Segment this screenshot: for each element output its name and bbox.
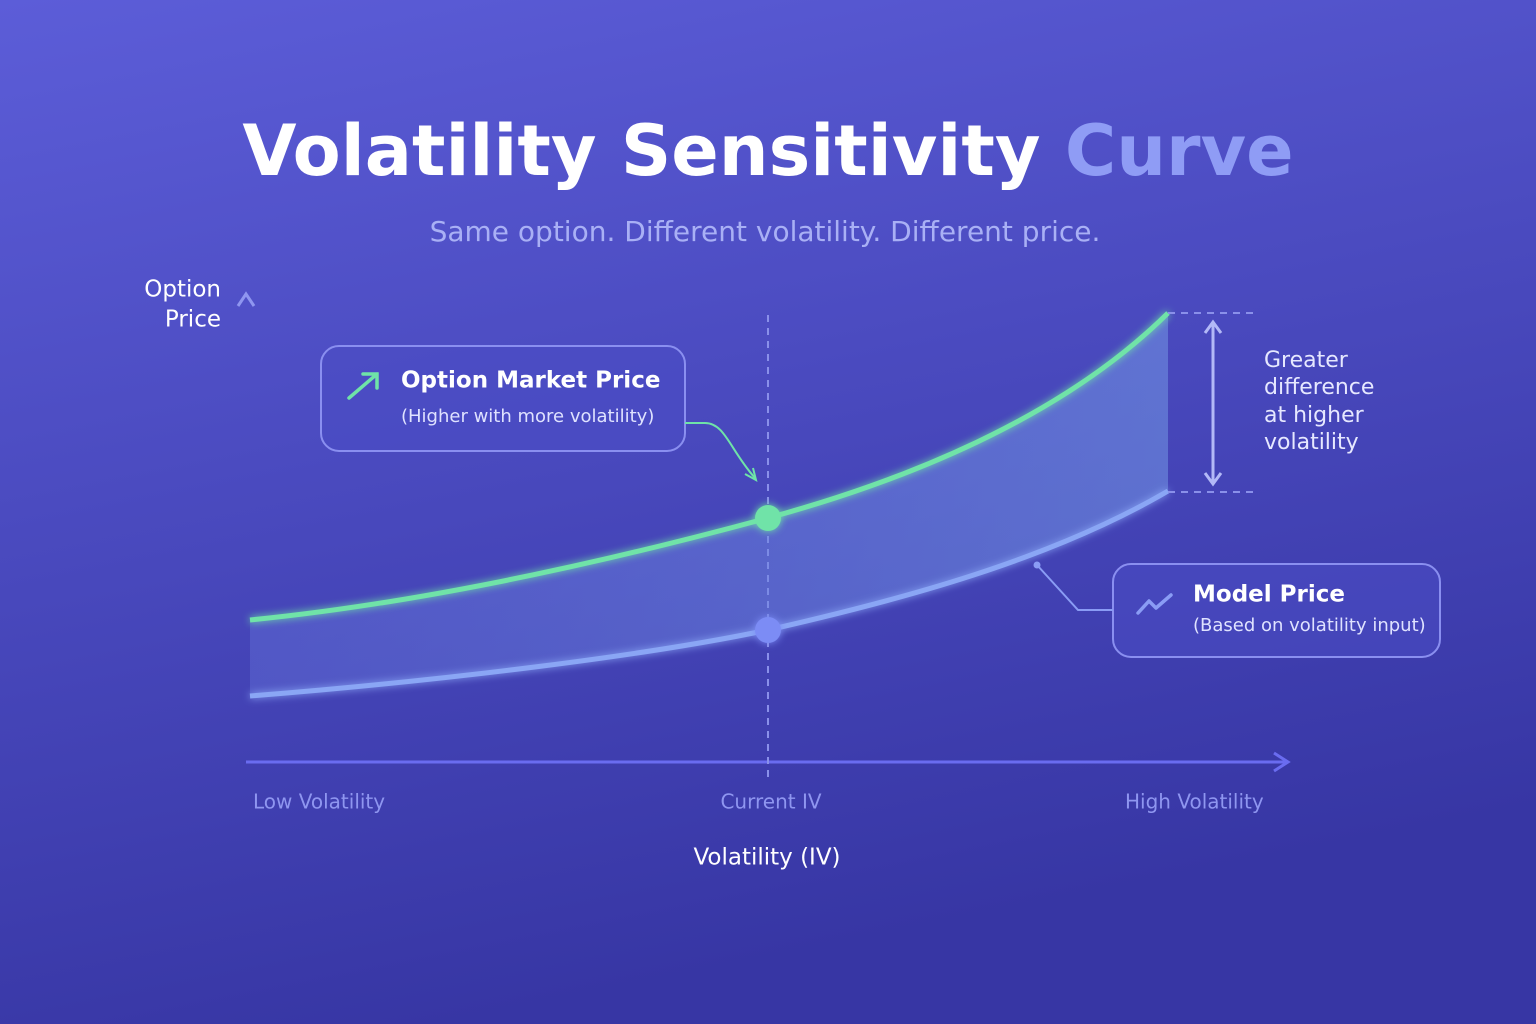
annotation-line: volatility <box>1264 430 1359 455</box>
x-label: High Volatility <box>1125 790 1264 814</box>
callout-box <box>1112 563 1441 658</box>
annotation-line: at higher <box>1264 403 1365 428</box>
model-point <box>755 617 781 643</box>
difference-arrowheads <box>1203 319 1223 487</box>
x-label: Current IV <box>720 790 821 814</box>
callout-connector-arrow <box>744 467 758 482</box>
subtitle: Same option. Different volatility. Diffe… <box>430 215 1101 248</box>
callout-subtitle: (Based on volatility input) <box>1193 615 1426 636</box>
y-axis-label: Option <box>144 277 221 303</box>
x-axis-label: Volatility (IV) <box>693 845 840 871</box>
annotation-line: Greater <box>1264 348 1349 373</box>
callout-icon <box>347 372 379 400</box>
callout-icon <box>1136 593 1173 615</box>
annotation-line: difference <box>1264 375 1374 400</box>
callout-box <box>320 345 686 452</box>
y-axis-arrow <box>236 291 256 307</box>
y-axis-label: Price <box>165 307 221 333</box>
callout-connector <box>685 422 756 479</box>
callout-title: Model Price <box>1193 582 1345 608</box>
x-label: Low Volatility <box>253 790 385 814</box>
x-axis-arrow <box>1273 751 1291 773</box>
callout-connector <box>1036 564 1113 611</box>
difference-band <box>250 313 1168 696</box>
title-main: Volatility Sensitivity <box>242 110 1040 192</box>
title: Volatility Sensitivity Curve <box>242 110 1293 192</box>
market-point <box>755 505 781 531</box>
annotation: Greater difference at higher volatility <box>1264 348 1374 455</box>
callout-connector-dot <box>1033 561 1041 569</box>
callout-subtitle: (Higher with more volatility) <box>401 406 654 427</box>
callout-title: Option Market Price <box>401 368 660 394</box>
title-accent: Curve <box>1065 110 1294 192</box>
